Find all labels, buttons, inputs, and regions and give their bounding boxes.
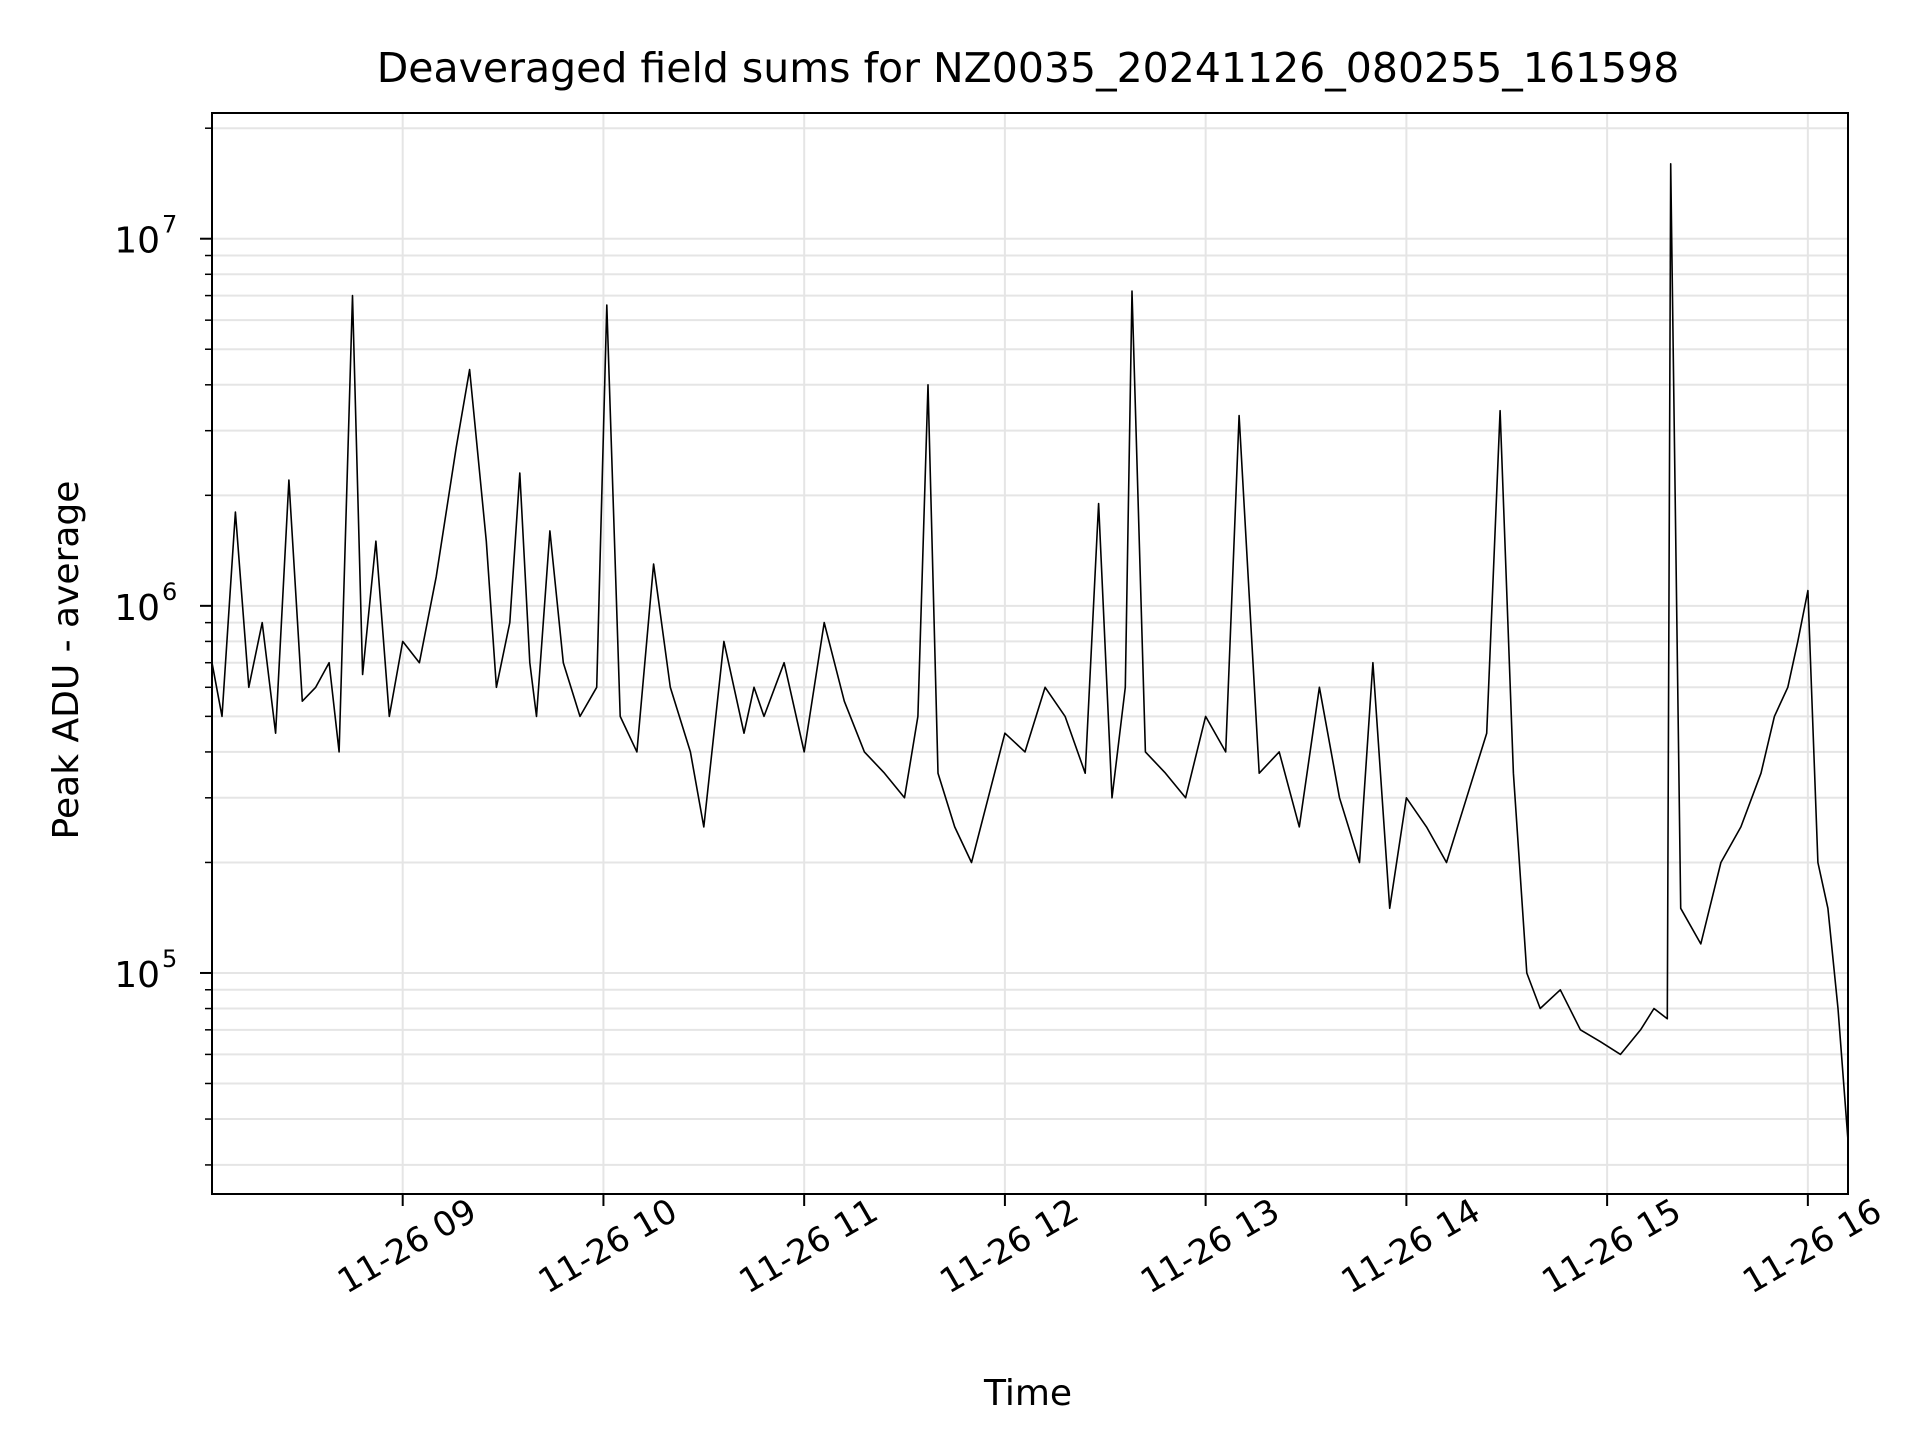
- y-tick-label: 10: [114, 955, 160, 996]
- x-tick-label: 11-26 11: [732, 1191, 884, 1302]
- x-tick-label: 11-26 10: [532, 1191, 684, 1302]
- grid: [212, 113, 1848, 1194]
- series-layer: [211, 163, 1849, 1141]
- y-tick-exponent: 5: [162, 945, 177, 973]
- y-tick-label: 10: [114, 221, 160, 262]
- y-tick-exponent: 7: [162, 211, 177, 239]
- y-axis-label: Peak ADU - average: [46, 481, 87, 840]
- x-tick-label: 11-26 16: [1736, 1191, 1888, 1302]
- plot-frame: [211, 112, 1849, 1195]
- x-tick-label: 11-26 12: [933, 1191, 1085, 1302]
- y-tick-label: 10: [114, 588, 160, 629]
- series-line: [211, 163, 1849, 1141]
- x-tick-label: 11-26 13: [1134, 1191, 1286, 1302]
- ticks: 11-26 09 11-26 10 11-26 11 11-26 12 11-26 13…: [114, 127, 1889, 1302]
- x-tick-label: 11-26 09: [331, 1191, 483, 1302]
- x-tick-label: 11-26 15: [1535, 1191, 1687, 1302]
- x-tick-label: 11-26 14: [1335, 1191, 1487, 1302]
- x-axis-label: Time: [983, 1373, 1072, 1414]
- chart-title: Deaveraged field sums for NZ0035_2024112…: [377, 44, 1680, 92]
- y-tick-exponent: 6: [162, 578, 177, 606]
